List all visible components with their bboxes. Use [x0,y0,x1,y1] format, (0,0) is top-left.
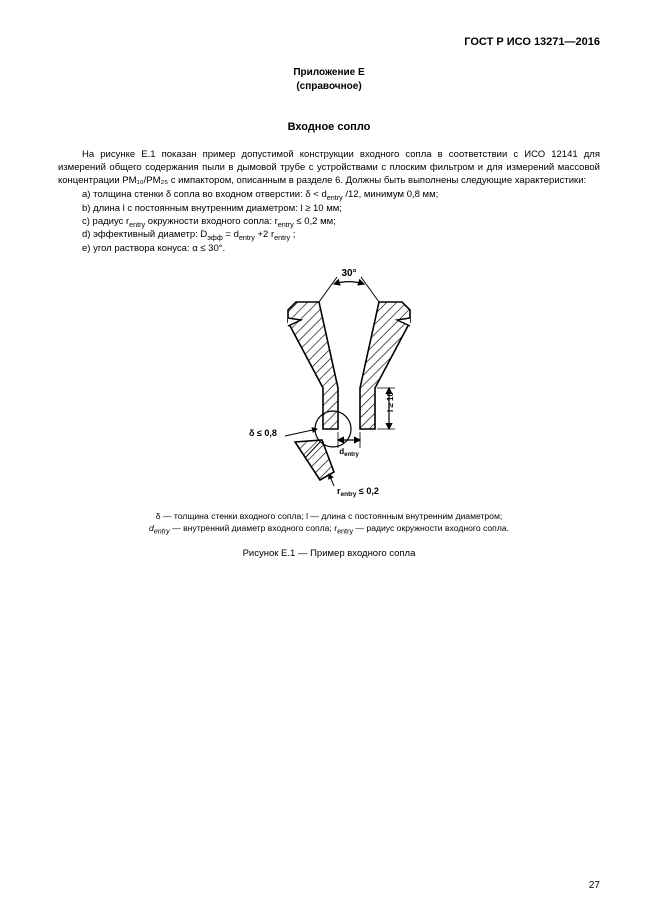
figure-caption: Рисунок Е.1 — Пример входного сопла [58,548,600,559]
spec-a-post: /12, минимум 0,8 мм; [343,189,439,200]
legend-line-2: dentry — внутренний диаметр входного соп… [58,522,600,537]
spec-d: d) эффективный диаметр: Dэфф = dentry +2… [82,229,600,243]
section-title: Входное сопло [58,121,600,133]
legend-2-post: — радиус окружности входного сопла. [353,523,509,533]
spec-b: b) длина l с постоянным внутренним диаме… [82,203,600,216]
spec-e: e) угол раствора конуса: α ≤ 30°. [82,243,600,256]
spec-c-pre: c) радиус r [82,216,129,227]
figure-container: 30° δ ≤ 0,8 dentry l ≥ 10 rentry ≤ 0,2 [58,262,600,502]
appendix-heading: Приложение Е (справочное) [58,66,600,93]
spec-c-sub1: entry [129,220,145,229]
r-entry-label: rentry ≤ 0,2 [337,486,379,498]
angle-label: 30° [341,268,356,279]
appendix-line-1: Приложение Е [58,66,600,80]
spec-d-sub1: эфф [207,233,223,242]
spec-d-sub2: entry [239,233,255,242]
spec-list: a) толщина стенки δ сопла во входном отв… [58,189,600,255]
delta-label: δ ≤ 0,8 [249,428,277,438]
l-dim-label: l ≥ 10 [386,391,395,412]
legend-2-sub1: entry [154,527,170,536]
spec-a-sub: entry [327,193,343,202]
spec-c: c) радиус rentry окружности входного соп… [82,216,600,230]
spec-a-pre: a) толщина стенки δ сопла во входном отв… [82,189,327,200]
legend-line-1: δ — толщина стенки входного сопла; l — д… [58,510,600,522]
legend-2-mid: — внутренний диаметр входного сопла; r [170,523,337,533]
spec-d-mid1: = d [223,229,239,240]
spec-a: a) толщина стенки δ сопла во входном отв… [82,189,600,203]
spec-d-mid2: +2 r [255,229,274,240]
spec-d-post: ; [290,229,295,240]
d-entry-label: dentry [339,447,359,458]
page-number: 27 [589,880,600,891]
spec-c-mid: окружности входного сопла: r [145,216,278,227]
legend-2-sub2: entry [337,527,353,536]
spec-d-pre: d) эффективный диаметр: D [82,229,207,240]
figure-legend: δ — толщина стенки входного сопла; l — д… [58,510,600,538]
spec-c-post: ≤ 0,2 мм; [294,216,336,227]
intro-paragraph: На рисунке Е.1 показан пример допустимой… [58,149,600,187]
spec-c-sub2: entry [278,220,294,229]
document-id: ГОСТ Р ИСО 13271—2016 [58,36,600,48]
appendix-line-2: (справочное) [58,80,600,94]
nozzle-diagram: 30° δ ≤ 0,8 dentry l ≥ 10 rentry ≤ 0,2 [189,262,469,502]
spec-d-sub3: entry [274,233,290,242]
document-page: ГОСТ Р ИСО 13271—2016 Приложение Е (спра… [0,0,646,913]
